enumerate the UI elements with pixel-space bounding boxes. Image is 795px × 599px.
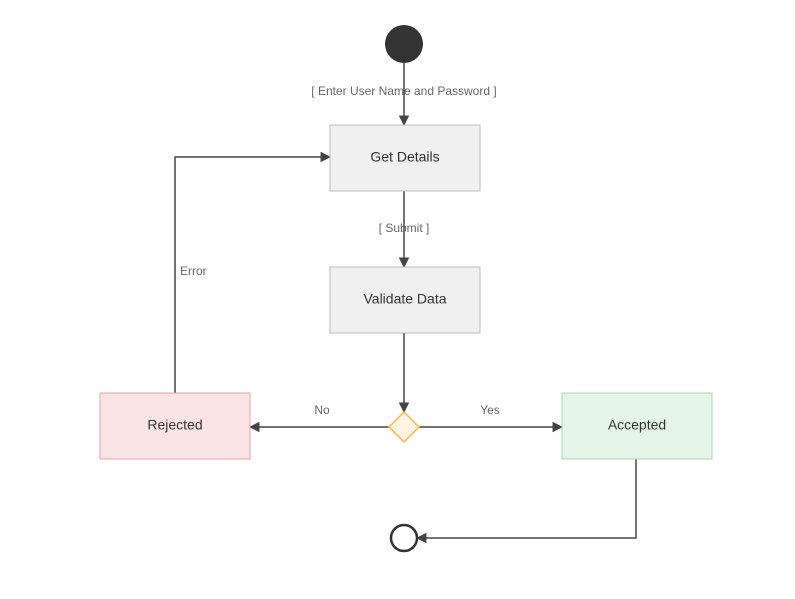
node-label-getDetails: Get Details — [370, 149, 439, 165]
node-label-rejected: Rejected — [147, 417, 202, 433]
edge-label-e5: Yes — [480, 403, 500, 417]
node-end — [391, 525, 417, 551]
node-label-validate: Validate Data — [363, 291, 446, 307]
edge-label-e4: No — [314, 403, 330, 417]
node-label-accepted: Accepted — [608, 417, 666, 433]
edge-e7 — [417, 459, 636, 538]
node-decision — [389, 412, 419, 442]
edge-label-e6: Error — [180, 264, 207, 278]
edge-label-e2: [ Submit ] — [379, 221, 430, 235]
edge-label-e1: [ Enter User Name and Password ] — [311, 84, 496, 98]
node-start — [385, 25, 423, 63]
